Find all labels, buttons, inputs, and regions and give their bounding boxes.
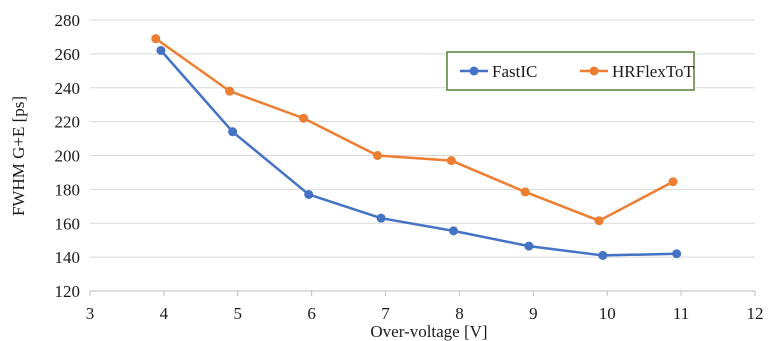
series-line-fastic	[159, 49, 677, 257]
x-tick-label: 6	[307, 304, 316, 323]
axes	[89, 290, 756, 296]
x-tick-label: 3	[86, 304, 95, 323]
legend-box	[446, 51, 695, 91]
y-tick-label: 240	[55, 79, 81, 98]
series-line-hrflextot	[155, 37, 674, 222]
y-tick-labels: 120 140 160 180 200 220 240 260 280	[55, 11, 81, 301]
y-tick-label: 260	[55, 45, 81, 64]
data-point-hrflextot	[668, 177, 678, 187]
data-point-hrflextot	[520, 187, 530, 197]
legend-label: FastIC	[492, 62, 537, 81]
legend-item-fastic: FastIC	[460, 62, 537, 81]
data-point-fastic	[598, 250, 608, 260]
gridlines	[90, 19, 755, 258]
x-tick-labels: 3 4 5 6 7 8 9 10 11 12	[86, 304, 764, 323]
data-point-fastic	[304, 189, 314, 199]
x-tick-label: 8	[455, 304, 464, 323]
y-tick-label: 120	[55, 282, 81, 301]
y-tick-label: 140	[55, 248, 81, 267]
series-fastic	[156, 45, 682, 260]
legend-swatch-marker	[469, 66, 479, 76]
y-tick-label: 160	[55, 214, 81, 233]
x-tick-label: 9	[529, 304, 538, 323]
legend-label: HRFlexToT	[612, 62, 695, 81]
x-tick-label: 4	[160, 304, 169, 323]
y-tick-label: 180	[55, 180, 81, 199]
series-hrflextot	[151, 34, 678, 226]
y-axis-title: FWHM G+E [ps]	[9, 96, 28, 216]
series-group	[151, 34, 682, 260]
legend-item-hrflextot: HRFlexToT	[580, 62, 695, 81]
x-axis-title: Over-voltage [V]	[370, 322, 487, 341]
x-tick-label: 12	[747, 304, 764, 323]
data-point-hrflextot	[594, 216, 604, 226]
x-tick-label: 10	[599, 304, 616, 323]
data-point-hrflextot	[225, 86, 235, 96]
data-point-hrflextot	[446, 156, 456, 166]
legend-swatch-marker	[589, 66, 599, 76]
x-tick-label: 5	[234, 304, 243, 323]
data-point-hrflextot	[299, 113, 309, 123]
legend: FastIC HRFlexToT	[446, 51, 695, 91]
x-tick-label: 7	[381, 304, 390, 323]
data-point-fastic	[449, 226, 459, 236]
y-tick-label: 220	[55, 113, 81, 132]
y-tick-label: 280	[55, 11, 81, 30]
data-point-fastic	[228, 127, 238, 137]
data-point-hrflextot	[151, 34, 161, 44]
data-point-fastic	[376, 213, 386, 223]
x-tick-label: 11	[673, 304, 689, 323]
data-point-fastic	[156, 45, 166, 55]
data-point-fastic	[672, 249, 682, 259]
data-point-hrflextot	[372, 151, 382, 160]
y-tick-label: 200	[55, 147, 81, 166]
data-point-fastic	[524, 241, 534, 251]
